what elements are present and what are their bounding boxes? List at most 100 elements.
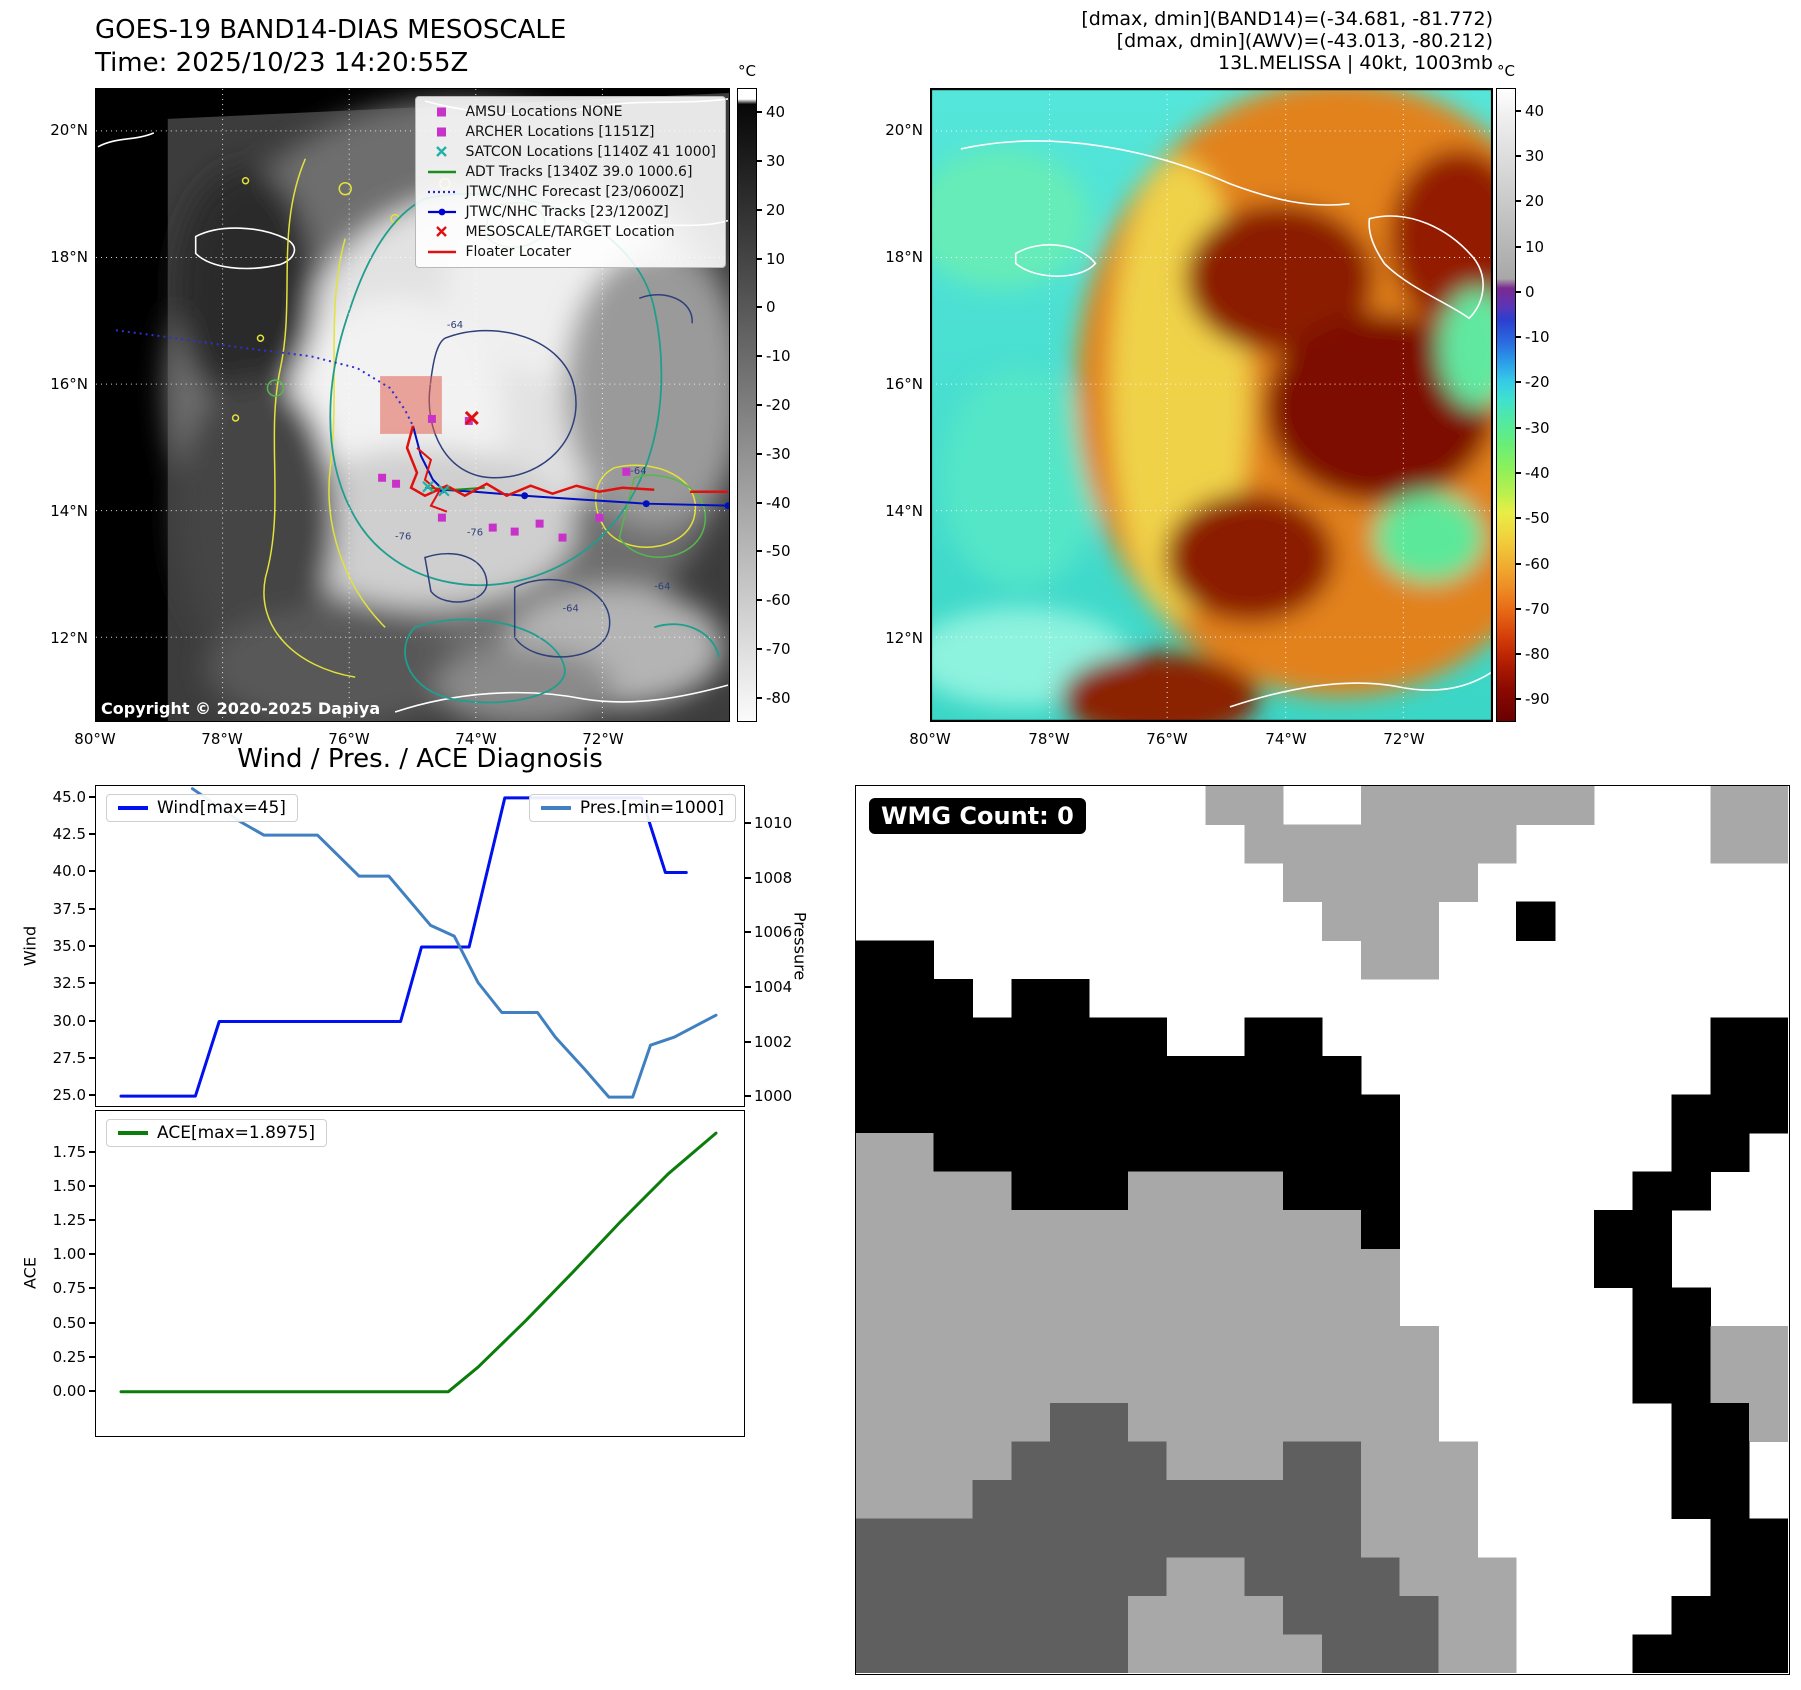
wmg-cell: [1089, 1364, 1129, 1404]
wmg-cell: [894, 1364, 935, 1404]
tick-mark: [89, 945, 95, 947]
wmg-cell: [1089, 1171, 1129, 1211]
yellow-contours: [231, 158, 697, 678]
legend-item-label: SATCON Locations [1140Z 41 1000]: [465, 144, 716, 160]
colorbar-tick-label: -60: [766, 591, 791, 610]
lat-tick-label: 18°N: [885, 248, 923, 266]
wmg-cell: [1011, 1287, 1051, 1327]
legend-item: JTWC/NHC Forecast [23/0600Z]: [425, 182, 716, 202]
wmg-cell: [1477, 1634, 1517, 1673]
tick-mark: [757, 501, 762, 504]
wmg-cell: [1360, 1480, 1401, 1520]
wmg-cell: [1089, 1248, 1129, 1288]
legend-item: MESOSCALE/TARGET Location: [425, 222, 716, 242]
wmg-cell: [1089, 1133, 1129, 1173]
tick-mark: [1516, 381, 1521, 384]
wmg-cell: [1127, 1133, 1168, 1173]
band14-colorbar: [737, 88, 757, 722]
wmg-cell: [972, 1557, 1012, 1597]
wind-ytick-label: 45.0: [52, 787, 86, 806]
wind-legend-label: Wind[max=45]: [157, 798, 286, 818]
wmg-cell: [1244, 786, 1284, 826]
wmg-cell: [1205, 1248, 1245, 1288]
wmg-cell: [972, 1634, 1012, 1673]
wmg-cell: [1283, 1634, 1323, 1673]
wmg-cell: [1749, 1055, 1788, 1096]
wmg-cell: [1516, 786, 1556, 826]
tick-mark: [757, 208, 762, 211]
wmg-cell: [1205, 786, 1245, 826]
wmg-cell: [1360, 786, 1401, 826]
tick-mark: [89, 1056, 95, 1059]
wmg-cell: [1671, 1133, 1711, 1173]
tick-mark: [89, 1287, 95, 1290]
wmg-cell: [933, 978, 973, 1018]
wmg-cell: [1710, 1403, 1750, 1443]
wmg-cell: [1477, 824, 1517, 864]
wmg-cell: [1166, 1325, 1206, 1365]
wmg-cell: [856, 1325, 896, 1365]
tick-mark: [757, 599, 762, 602]
wmg-cell: [1050, 1210, 1090, 1250]
legend-item: ARCHER Locations [1151Z]: [425, 122, 716, 142]
wmg-cell: [1166, 1094, 1206, 1134]
wmg-cell: [1011, 1248, 1051, 1288]
wind-ytick-label: 37.5: [52, 899, 86, 918]
legend-item: Floater Locater: [425, 242, 716, 262]
wmg-cell: [856, 1017, 896, 1057]
wmg-cell: [1244, 1557, 1284, 1597]
wmg-cell: [1050, 1403, 1090, 1443]
x-marker-icon: [436, 146, 448, 157]
wmg-cell: [1710, 1557, 1750, 1597]
lat-tick-label: 18°N: [50, 248, 88, 266]
wmg-cell: [894, 978, 935, 1018]
wmg-cell: [856, 1248, 896, 1288]
tick-mark: [757, 647, 762, 650]
wmg-cell: [1166, 1557, 1206, 1597]
wmg-cell: [856, 978, 896, 1018]
colorbar-tick-label: -20: [766, 396, 791, 414]
legend-item: AMSU Locations NONE: [425, 102, 716, 122]
wmg-cell: [1360, 1557, 1401, 1597]
lat-tick-label: 16°N: [885, 375, 923, 393]
wmg-cell: [1283, 1133, 1323, 1173]
wmg-cell: [933, 1094, 973, 1134]
wmg-cell: [1089, 1017, 1129, 1057]
wmg-cell: [1050, 1287, 1090, 1327]
wmg-cell: [1322, 1287, 1362, 1327]
wmg-cell: [1127, 1017, 1168, 1057]
wmg-cell: [1322, 1094, 1362, 1134]
wmg-cell: [1283, 863, 1323, 903]
wmg-cell: [1749, 1595, 1788, 1635]
wmg-cell: [894, 1325, 935, 1365]
colorbar-tick-label: 10: [1525, 237, 1545, 256]
colorbar-tick-label: -80: [766, 688, 791, 707]
wmg-cell: [1205, 1518, 1245, 1558]
ace-chart: ACE[max=1.8975]: [95, 1110, 745, 1437]
wmg-cell: [1749, 1403, 1788, 1443]
wmg-cell: [1749, 786, 1788, 826]
colorbar-tick-label: -90: [1525, 690, 1550, 709]
wmg-cell: [1166, 1595, 1206, 1635]
wmg-cell: [972, 1287, 1012, 1327]
colorbar-tick-label: -30: [1525, 418, 1550, 437]
wmg-cell: [1322, 1055, 1362, 1096]
wmg-cell: [894, 1287, 935, 1327]
wmg-cell: [1050, 1634, 1090, 1673]
wmg-cell: [1749, 1017, 1788, 1057]
wmg-cell: [1322, 863, 1362, 903]
wmg-cell: [972, 1133, 1012, 1173]
colorbar-tick-label: 20: [766, 200, 786, 219]
contour-label: -64: [563, 603, 579, 614]
wmg-cell: [1166, 1055, 1206, 1096]
wmg-cell: [1127, 1210, 1168, 1250]
wmg-cell: [1749, 1325, 1788, 1365]
wmg-cell: [972, 1055, 1012, 1096]
wmg-cell: [1011, 1325, 1051, 1365]
wmg-cell: [933, 1634, 973, 1673]
contour-label: -64: [447, 320, 463, 331]
wind-line-sample-icon: [118, 806, 148, 810]
wmg-cell: [1283, 1171, 1323, 1211]
wmg-cell: [1166, 1441, 1206, 1481]
wmg-cell: [1360, 1518, 1401, 1558]
